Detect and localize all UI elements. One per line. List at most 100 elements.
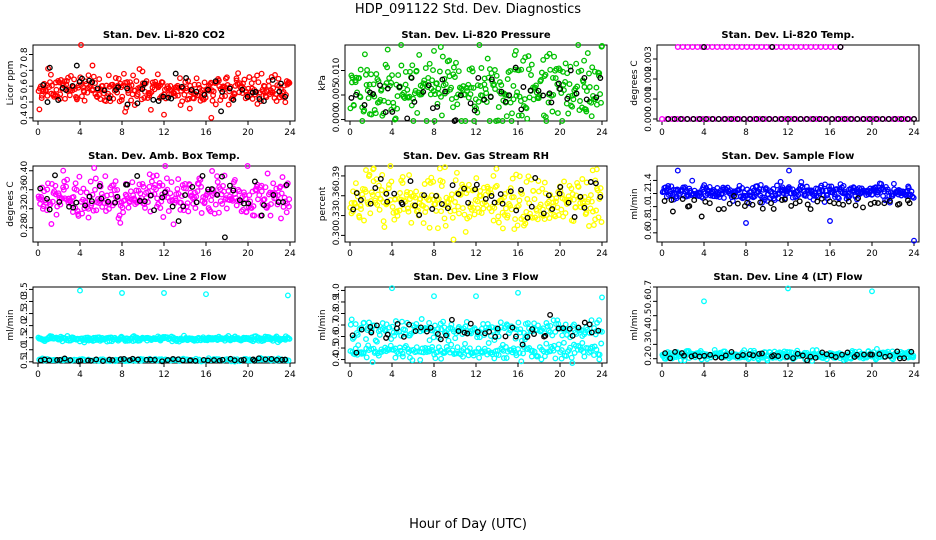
data-point <box>470 352 477 359</box>
data-point <box>77 189 84 196</box>
data-point <box>571 214 578 220</box>
data-point <box>124 101 131 108</box>
x-tick-label: 4 <box>77 128 83 138</box>
data-point <box>578 67 585 74</box>
data-point <box>129 355 136 362</box>
series-hourly <box>40 62 289 115</box>
x-tick-label: 16 <box>200 128 212 138</box>
data-point <box>186 105 193 112</box>
data-point <box>361 217 367 224</box>
data-point <box>450 104 456 111</box>
data-point <box>881 200 888 207</box>
data-point <box>272 334 279 341</box>
data-point <box>219 173 225 180</box>
data-point <box>85 214 92 221</box>
data-point <box>106 205 112 212</box>
data-point <box>82 202 89 209</box>
data-point <box>233 202 240 209</box>
data-point <box>175 218 182 225</box>
data-point <box>211 357 217 364</box>
data-point <box>404 86 411 93</box>
data-point <box>92 186 98 193</box>
data-point <box>796 198 803 205</box>
data-point <box>172 92 178 99</box>
data-point <box>530 187 537 194</box>
data-point <box>465 199 472 206</box>
data-point <box>162 163 169 169</box>
data-point <box>541 179 548 186</box>
data-point <box>750 352 757 359</box>
data-point <box>757 199 764 206</box>
series-hourly <box>350 175 604 221</box>
data-point <box>398 62 405 69</box>
data-point <box>240 189 247 196</box>
data-point <box>501 194 508 201</box>
data-point <box>372 197 378 204</box>
data-point <box>439 53 446 60</box>
data-point <box>555 80 562 87</box>
data-point <box>456 210 462 217</box>
data-point <box>167 190 174 197</box>
data-point <box>442 222 449 229</box>
data-point <box>848 116 854 122</box>
data-point <box>255 79 262 86</box>
data-point <box>595 214 602 221</box>
data-point <box>567 67 574 74</box>
data-point <box>112 75 119 81</box>
data-point <box>57 201 64 208</box>
data-point <box>368 327 375 334</box>
data-point <box>524 320 531 327</box>
x-tick-label: 12 <box>158 128 169 138</box>
data-point <box>471 118 478 124</box>
x-tick-label: 24 <box>284 370 296 380</box>
data-point <box>593 207 600 214</box>
data-point <box>151 207 157 214</box>
data-point <box>474 329 481 335</box>
data-point <box>549 332 556 339</box>
plot-frame <box>656 44 920 122</box>
data-point <box>389 108 396 115</box>
data-point <box>887 198 893 204</box>
data-point <box>904 116 911 122</box>
data-point <box>367 200 374 207</box>
data-point <box>518 337 525 344</box>
panel-title: Stan. Dev. Line 3 Flow <box>413 272 538 283</box>
data-point <box>909 193 916 200</box>
data-point <box>418 316 425 322</box>
data-point <box>423 205 430 211</box>
data-point <box>426 337 433 344</box>
y-tick-label: 0.002 <box>644 66 654 92</box>
data-point <box>260 98 267 105</box>
data-point <box>555 341 562 348</box>
data-point <box>120 70 127 77</box>
data-point <box>242 195 249 202</box>
data-point <box>597 185 604 192</box>
data-point <box>491 337 498 344</box>
data-point <box>384 331 391 338</box>
data-point <box>531 331 537 337</box>
data-point <box>474 82 481 89</box>
data-point <box>520 350 527 357</box>
data-point <box>188 87 195 94</box>
x-tick-label: 20 <box>554 128 566 138</box>
data-point <box>478 65 485 71</box>
data-point <box>432 355 439 362</box>
data-point <box>226 182 233 189</box>
data-point <box>48 221 55 227</box>
data-point <box>219 200 226 207</box>
data-point <box>128 97 135 104</box>
panel-title: Stan. Dev. Li-820 Pressure <box>401 30 551 41</box>
data-point <box>62 95 68 102</box>
data-point <box>701 44 707 50</box>
data-point <box>175 92 181 99</box>
data-point <box>586 321 593 328</box>
data-point <box>511 226 518 233</box>
y-tick-label: 0.32 <box>20 199 30 219</box>
data-point <box>384 64 391 71</box>
data-point <box>184 200 191 207</box>
data-point <box>102 173 109 180</box>
data-point <box>192 357 199 364</box>
series-all <box>35 42 293 121</box>
data-point <box>535 87 542 94</box>
